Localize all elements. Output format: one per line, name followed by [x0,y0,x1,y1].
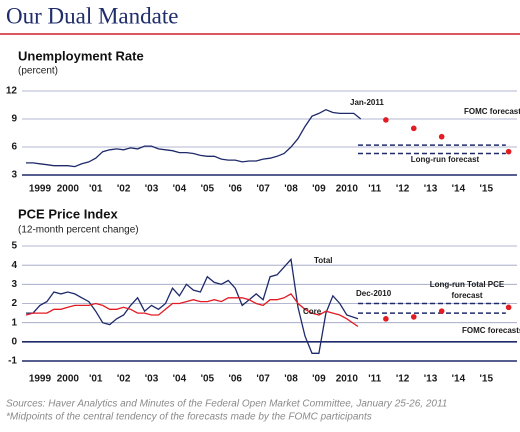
y-tick-label: 4 [11,260,17,271]
x-tick-label: '05 [201,184,215,195]
x-tick-label: '14 [452,374,466,385]
data-line [26,257,359,354]
x-tick-label: '15 [480,374,494,385]
y-tick-label: 0 [11,336,17,347]
x-tick-label: '15 [480,184,494,195]
series-label: Core [303,307,322,316]
y-tick-label: -1 [8,356,17,367]
chart-subtitle: (12-month percent change) [18,225,139,236]
series-label: Total [314,256,333,265]
y-tick-label: 1 [11,317,17,328]
chart-title: Unemployment Rate [18,48,144,63]
x-tick-label: '07 [256,374,270,385]
y-tick-label: 2 [11,298,17,309]
long-run-label: Long-run Total PCE [430,280,505,289]
forecast-label: FOMC forecasts* [462,326,520,335]
long-run-label: Long-run forecast [411,155,480,164]
x-tick-label: '12 [396,374,410,385]
annotation: Dec-2010 [356,289,392,298]
forecast-dot [438,308,445,314]
x-tick-label: 2010 [336,374,359,385]
x-tick-label: '13 [424,184,438,195]
x-tick-label: '01 [89,374,103,385]
x-tick-label: '13 [424,374,438,385]
y-tick-label: 12 [6,86,18,97]
forecast-dot [505,148,512,155]
x-tick-label: '14 [452,184,466,195]
x-tick-label: '05 [201,374,215,385]
x-tick-label: '09 [312,374,326,385]
x-tick-label: '07 [256,184,270,195]
y-tick-label: 6 [11,142,17,153]
sources: Sources: Haver Analytics and Minutes of … [6,399,447,410]
forecast-label: FOMC forecasts* [464,107,520,116]
chart-subtitle: (percent) [18,66,58,77]
x-tick-label: '03 [145,184,159,195]
x-tick-label: '12 [396,184,410,195]
x-tick-label: '04 [173,374,187,385]
x-tick-label: '01 [89,184,103,195]
data-line [26,108,362,168]
x-tick-label: '02 [117,374,131,385]
x-tick-label: '02 [117,184,131,195]
x-tick-label: '06 [228,374,242,385]
page-title: Our Dual Mandate [6,3,178,28]
x-tick-label: 2010 [336,184,359,195]
x-tick-label: 2000 [57,374,80,385]
x-tick-label: 1999 [29,184,52,195]
y-tick-label: 3 [11,279,17,290]
x-tick-label: '11 [368,374,381,385]
forecast-dot [410,125,417,132]
annotation: Jan-2011 [350,98,384,107]
data-line [25,293,359,328]
x-tick-label: '03 [145,374,159,385]
forecast-dot [410,314,417,320]
forecast-dot [383,117,389,123]
forecast-dot [505,304,512,311]
x-tick-label: '09 [312,184,326,195]
x-tick-label: '04 [173,184,187,195]
x-tick-label: 2000 [57,184,80,195]
chart-title: PCE Price Index [18,206,118,221]
x-tick-label: '06 [228,184,242,195]
x-tick-label: '08 [284,374,298,385]
x-tick-label: '11 [368,184,381,195]
y-tick-label: 3 [11,170,17,181]
forecast-dot [438,133,445,140]
x-tick-label: '08 [284,184,298,195]
footnote: *Midpoints of the central tendency of th… [6,412,372,423]
y-tick-label: 5 [11,241,17,252]
x-tick-label: 1999 [29,374,52,385]
forecast-dot [383,316,389,322]
y-tick-label: 9 [11,114,17,125]
long-run-label: forecast [451,291,482,300]
